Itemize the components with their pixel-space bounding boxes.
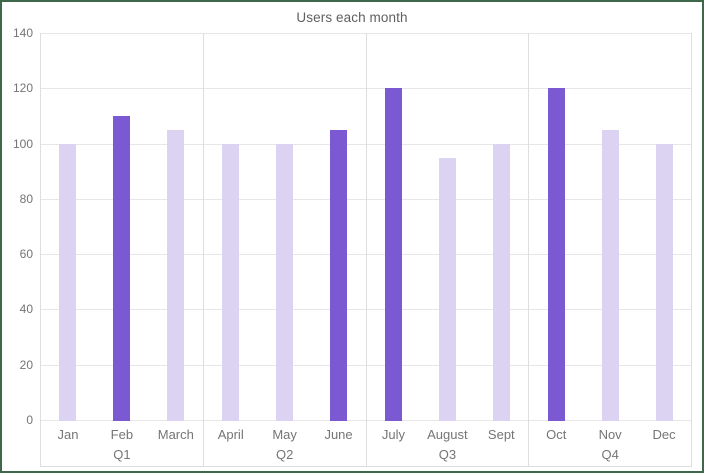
bar-july <box>384 88 402 421</box>
quarter-group-q1: Jan Feb March Q1 <box>41 33 203 466</box>
bar-oct <box>547 88 565 421</box>
x-tick-label-april: April <box>217 426 244 442</box>
bar-april <box>222 143 240 421</box>
chart-body: 0 20 40 60 80 100 120 140 Jan Feb March Q1 April May… <box>2 27 702 467</box>
bar-slot <box>637 33 691 421</box>
bar-dec <box>655 143 673 421</box>
x-tick-label-june: June <box>324 426 353 442</box>
x-tick-label-march: March <box>157 426 194 442</box>
bar-feb <box>113 116 131 421</box>
x-tick-label-may: May <box>272 426 297 442</box>
quarter-group-q3: July August Sept Q3 <box>365 33 529 466</box>
y-tick-label: 20 <box>19 358 33 372</box>
bars-area <box>529 33 691 421</box>
quarter-group-q4: Oct Nov Dec Q4 <box>528 33 691 466</box>
y-tick-label: 100 <box>12 137 33 151</box>
x-tick-label-july: July <box>381 426 406 442</box>
x-axis-month-labels: July August Sept <box>367 421 529 447</box>
bar-nov <box>601 130 619 421</box>
bar-march <box>167 130 185 421</box>
y-tick-label: 40 <box>19 302 33 316</box>
x-tick-label-nov: Nov <box>598 426 622 442</box>
x-axis-month-labels: April May June <box>204 421 366 447</box>
bars-area <box>367 33 529 421</box>
chart-title: Users each month <box>296 10 408 25</box>
x-axis-month-labels: Jan Feb March <box>41 421 203 447</box>
bars-area <box>204 33 366 421</box>
x-tick-label-oct: Oct <box>546 426 567 442</box>
x-axis-month-labels: Oct Nov Dec <box>529 421 691 447</box>
quarter-label-q3: Q3 <box>438 447 457 462</box>
x-tick-label-jan: Jan <box>57 426 79 442</box>
plot-area: Jan Feb March Q1 April May June Q2 July August Sep… <box>40 33 692 467</box>
y-tick-label: 60 <box>19 247 33 261</box>
x-tick-label-feb: Feb <box>110 426 134 442</box>
bar-slot <box>149 33 203 421</box>
bar-slot <box>204 33 258 421</box>
bar-sept <box>492 143 510 421</box>
quarter-label-q2: Q2 <box>275 447 294 462</box>
bar-slot <box>312 33 366 421</box>
bar-slot <box>258 33 312 421</box>
y-tick-label: 120 <box>12 81 33 95</box>
bar-slot <box>420 33 474 421</box>
bars-area <box>41 33 203 421</box>
x-tick-label-august: August <box>427 426 468 442</box>
quarter-label-q1: Q1 <box>113 447 131 462</box>
quarters: Jan Feb March Q1 April May June Q2 July August Sep… <box>41 33 691 466</box>
y-tick-label: 140 <box>12 26 33 40</box>
quarter-label-q4: Q4 <box>601 447 619 462</box>
bar-june <box>330 130 348 421</box>
bar-slot <box>474 33 528 421</box>
y-axis: 0 20 40 60 80 100 120 140 <box>2 27 40 426</box>
bar-slot <box>367 33 421 421</box>
y-tick-label: 80 <box>19 192 33 206</box>
bar-may <box>276 143 294 421</box>
bar-slot <box>41 33 95 421</box>
x-tick-label-dec: Dec <box>652 426 676 442</box>
quarter-group-q2: April May June Q2 <box>202 33 366 466</box>
bar-slot <box>583 33 637 421</box>
bar-jan <box>59 143 77 421</box>
y-tick-label: 0 <box>26 413 33 427</box>
bar-slot <box>95 33 149 421</box>
bar-august <box>438 157 456 421</box>
x-tick-label-sept: Sept <box>487 426 515 442</box>
bar-slot <box>529 33 583 421</box>
